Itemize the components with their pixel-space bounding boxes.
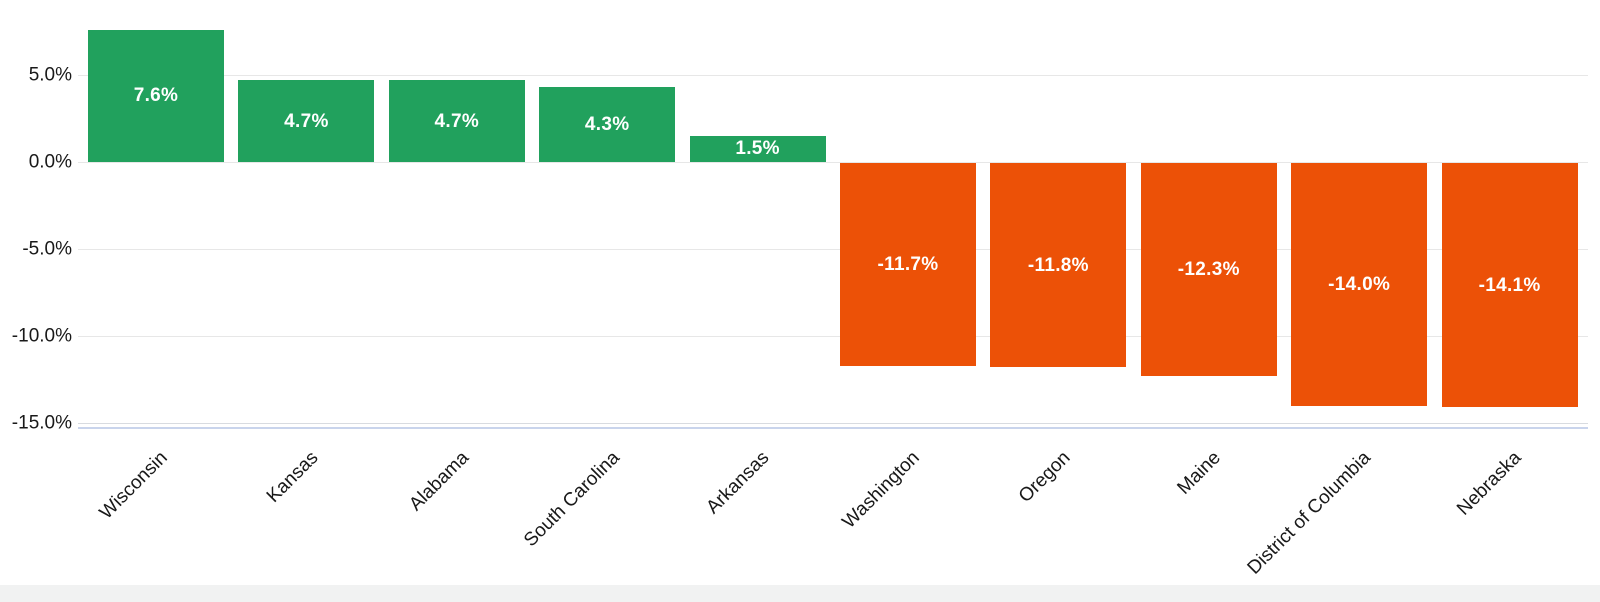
x-axis-label-south-carolina: South Carolina [519,447,624,552]
bar-value-label: 4.7% [434,110,480,132]
bar-washington[interactable]: -11.7% [840,163,976,366]
bar-value-label: -11.8% [1027,254,1089,276]
gridline [78,336,1588,337]
gridline [78,162,1588,163]
x-axis-label-nebraska: Nebraska [1453,447,1526,520]
x-axis-label-oregon: Oregon [1014,447,1075,507]
x-axis-label-kansas: Kansas [262,447,323,507]
y-axis-tick-label: -15.0% [11,412,72,434]
bar-value-label: 4.3% [584,114,630,136]
bar-value-label: -11.7% [877,253,939,275]
bar-value-label: -14.1% [1478,274,1541,296]
x-axis-baseline-accent [78,427,1588,429]
bar-south-carolina[interactable]: 4.3% [539,87,676,162]
bar-maine[interactable]: -12.3% [1140,163,1277,376]
x-axis-label-alabama: Alabama [405,447,473,516]
bar-value-label: -12.3% [1177,259,1240,280]
bar-nebraska[interactable]: -14.1% [1441,163,1578,408]
x-axis-label-district-of-columbia: District of Columbia [1244,447,1376,579]
bar-wisconsin[interactable]: 7.6% [88,29,224,162]
y-axis-tick-label: -5.0% [22,238,72,260]
y-axis-tick-label: 0.0% [28,151,72,173]
bar-district-of-columbia[interactable]: -14.0% [1291,163,1428,406]
bar-value-label: 7.6% [133,85,179,107]
bar-arkansas[interactable]: 1.5% [689,135,826,162]
x-axis-label-wisconsin: Wisconsin [96,447,173,524]
bar-value-label: 4.7% [284,110,329,132]
x-axis-label-washington: Washington [838,447,925,533]
bar-value-label: 1.5% [735,138,780,160]
x-axis-baseline [78,423,1588,424]
bar-oregon[interactable]: -11.8% [990,163,1127,368]
x-axis-label-maine: Maine [1173,447,1225,499]
gridline [78,249,1588,250]
x-axis-label-arkansas: Arkansas [702,447,774,519]
bar-alabama[interactable]: 4.7% [388,80,525,162]
bar-kansas[interactable]: 4.7% [238,80,375,162]
gridline [78,75,1588,76]
y-axis-tick-label: -10.0% [11,325,72,347]
y-axis-tick-label: 5.0% [28,64,72,86]
bottom-strip [0,585,1600,602]
bar-value-label: -14.0% [1328,273,1391,295]
